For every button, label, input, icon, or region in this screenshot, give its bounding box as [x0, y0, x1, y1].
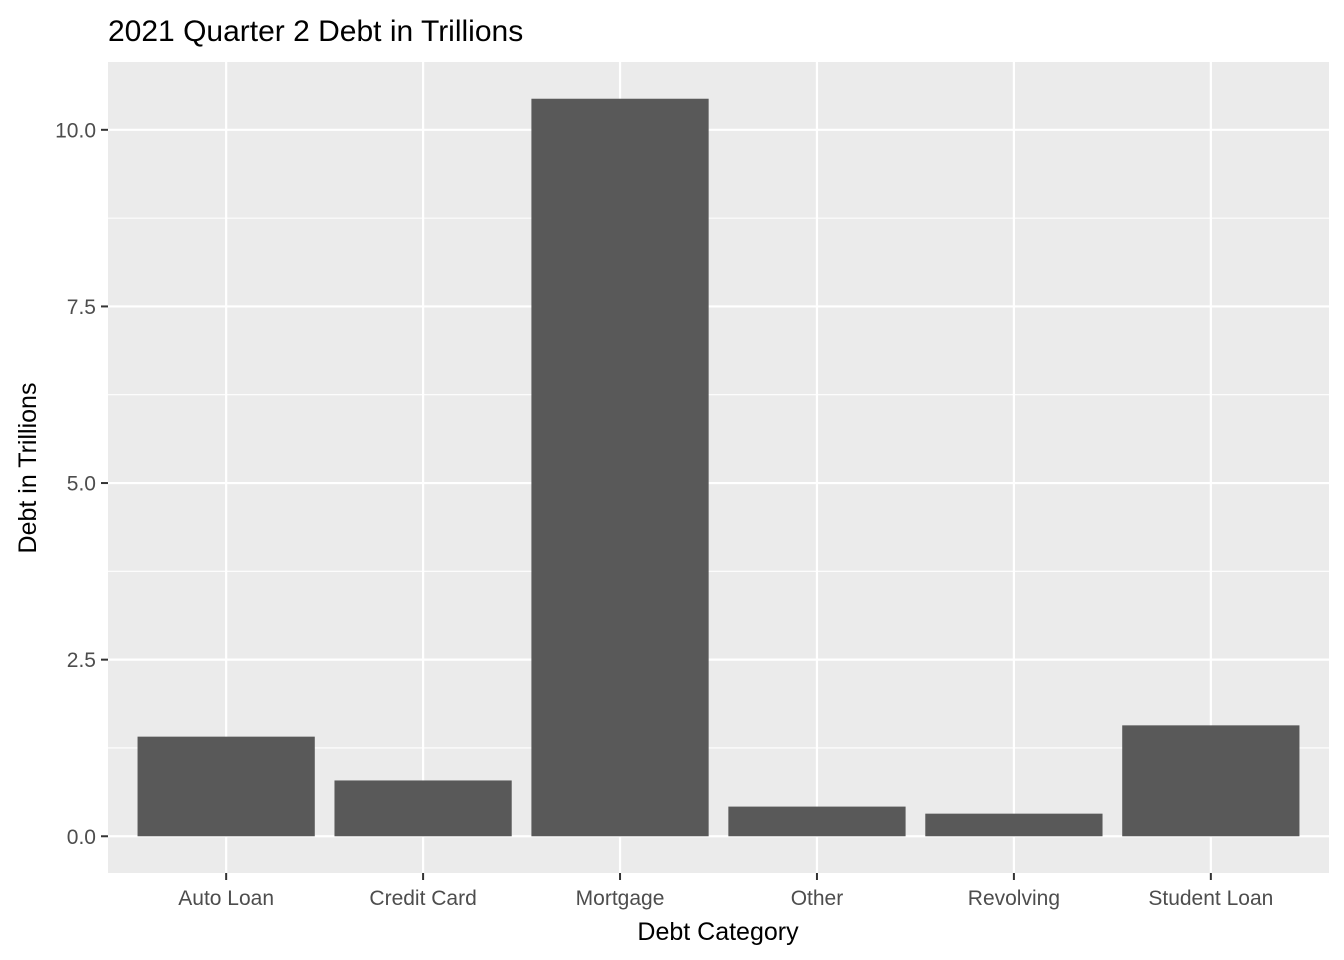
y-tick-label: 7.5 [67, 296, 96, 319]
bar-student-loan [1122, 725, 1300, 837]
x-axis-title: Debt Category [637, 918, 799, 946]
x-tick-label: Student Loan [1148, 887, 1273, 910]
x-tick-label: Revolving [968, 887, 1060, 910]
bar-credit-card [334, 780, 512, 837]
y-tick-label: 2.5 [67, 649, 96, 672]
y-tick-label: 10.0 [55, 119, 96, 142]
y-axis: 0.0 2.5 5.0 7.5 10.0 [55, 119, 108, 849]
x-tick-label: Other [791, 887, 844, 910]
bar-revolving [925, 813, 1103, 837]
x-tick-label: Mortgage [576, 887, 665, 910]
y-tick-label: 5.0 [67, 473, 96, 496]
bars [137, 98, 1300, 837]
y-axis-title: Debt in Trillions [14, 383, 42, 554]
x-axis: Auto Loan Credit Card Mortgage Other Revolvi… [178, 873, 1273, 910]
bar-other [728, 806, 906, 837]
x-tick-label: Auto Loan [178, 887, 274, 910]
x-tick-label: Credit Card [369, 887, 476, 910]
bar-mortgage [531, 98, 709, 837]
bar-auto-loan [137, 736, 315, 837]
y-tick-label: 0.0 [67, 826, 96, 849]
chart-title: 2021 Quarter 2 Debt in Trillions [108, 15, 523, 48]
